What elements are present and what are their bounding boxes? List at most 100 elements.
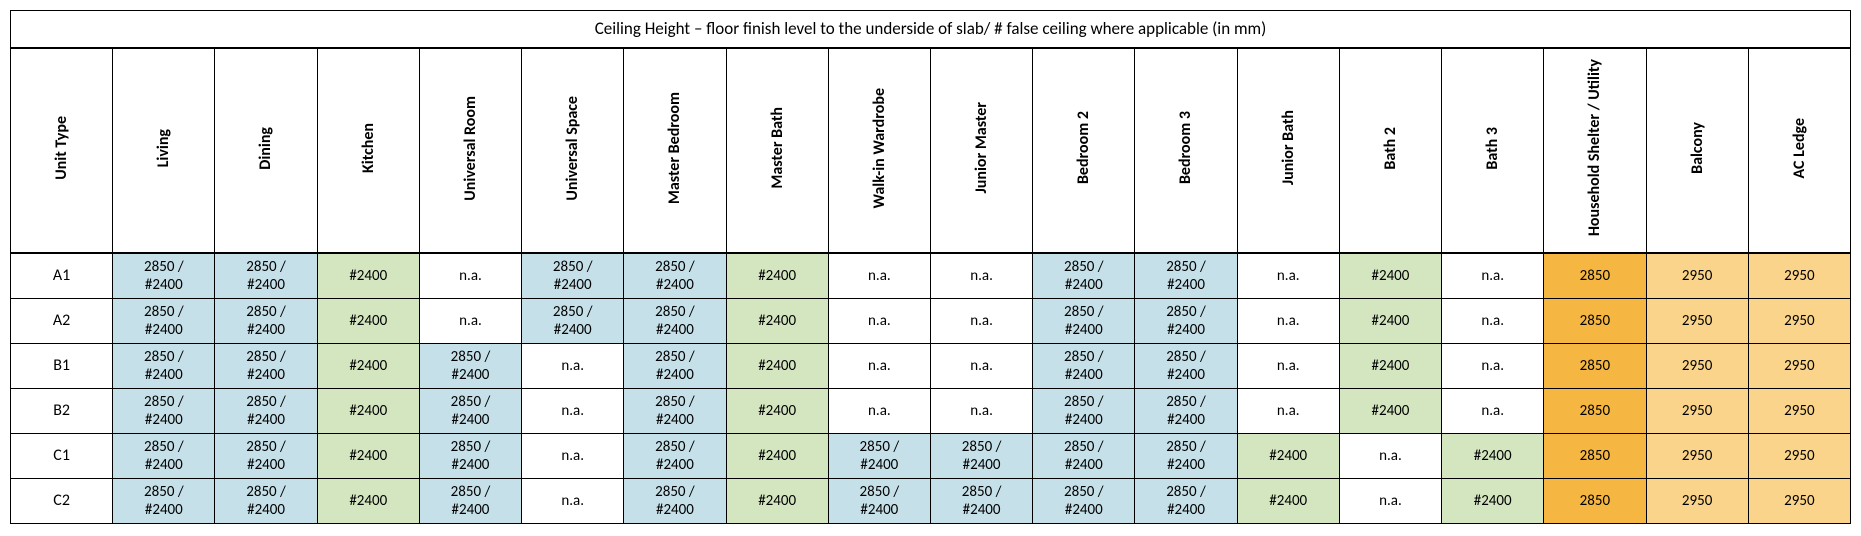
data-cell: 2850 /#2400 bbox=[215, 343, 317, 388]
data-cell: 2850 bbox=[1544, 298, 1646, 343]
column-header-label: Kitchen bbox=[359, 117, 378, 179]
column-header: Unit Type bbox=[11, 48, 113, 252]
data-cell: 2850 /#2400 bbox=[828, 433, 930, 478]
data-cell: 2850 /#2400 bbox=[113, 433, 215, 478]
data-cell: 2850 /#2400 bbox=[930, 433, 1032, 478]
data-cell: 2850 /#2400 bbox=[624, 478, 726, 523]
data-cell: 2850 /#2400 bbox=[1135, 343, 1237, 388]
data-cell: 2850 /#2400 bbox=[930, 478, 1032, 523]
data-cell: 2950 bbox=[1646, 478, 1748, 523]
data-cell: 2850 /#2400 bbox=[113, 253, 215, 299]
data-cell: #2400 bbox=[1339, 298, 1441, 343]
column-header-label: Living bbox=[154, 123, 173, 173]
data-cell: n.a. bbox=[828, 343, 930, 388]
column-header-label: Balcony bbox=[1688, 116, 1707, 180]
column-header: Junior Bath bbox=[1237, 48, 1339, 252]
data-cell: #2400 bbox=[1237, 433, 1339, 478]
data-cell: 2850 /#2400 bbox=[1135, 388, 1237, 433]
data-cell: 2950 bbox=[1748, 298, 1850, 343]
column-header: Kitchen bbox=[317, 48, 419, 252]
column-header: Household Shelter / Utility bbox=[1544, 48, 1646, 252]
data-cell: n.a. bbox=[828, 253, 930, 299]
table-row: B22850 /#24002850 /#2400#24002850 /#2400… bbox=[11, 388, 1851, 433]
data-cell: 2850 /#2400 bbox=[215, 433, 317, 478]
data-cell: #2400 bbox=[1442, 478, 1544, 523]
unit-type-cell: B2 bbox=[11, 388, 113, 433]
data-cell: 2850 /#2400 bbox=[1033, 343, 1135, 388]
data-cell: n.a. bbox=[1339, 478, 1441, 523]
column-header-label: Dining bbox=[256, 121, 275, 176]
data-cell: 2950 bbox=[1748, 433, 1850, 478]
column-header-label: Bath 2 bbox=[1381, 121, 1400, 176]
data-cell: 2850 /#2400 bbox=[1135, 253, 1237, 299]
column-header-label: Household Shelter / Utility bbox=[1585, 53, 1604, 242]
data-cell: #2400 bbox=[1339, 388, 1441, 433]
data-cell: 2850 bbox=[1544, 433, 1646, 478]
data-cell: 2850 /#2400 bbox=[419, 343, 521, 388]
data-cell: 2950 bbox=[1748, 253, 1850, 299]
data-cell: n.a. bbox=[419, 298, 521, 343]
column-header-label: Bedroom 2 bbox=[1074, 105, 1093, 190]
table-title: Ceiling Height – floor finish level to t… bbox=[11, 11, 1851, 49]
data-cell: n.a. bbox=[1339, 433, 1441, 478]
data-cell: 2950 bbox=[1646, 433, 1748, 478]
ceiling-height-table: Ceiling Height – floor finish level to t… bbox=[10, 10, 1851, 524]
unit-type-cell: B1 bbox=[11, 343, 113, 388]
column-header-label: Master Bath bbox=[768, 101, 787, 195]
data-cell: 2850 /#2400 bbox=[419, 388, 521, 433]
data-cell: #2400 bbox=[317, 388, 419, 433]
unit-type-cell: C1 bbox=[11, 433, 113, 478]
column-header: Universal Room bbox=[419, 48, 521, 252]
data-cell: #2400 bbox=[317, 343, 419, 388]
column-header-label: AC Ledge bbox=[1790, 112, 1809, 184]
table-row: A12850 /#24002850 /#2400#2400n.a.2850 /#… bbox=[11, 253, 1851, 299]
data-cell: #2400 bbox=[726, 478, 828, 523]
column-header: Living bbox=[113, 48, 215, 252]
data-cell: n.a. bbox=[1442, 253, 1544, 299]
data-cell: n.a. bbox=[828, 388, 930, 433]
column-header-label: Walk-in Wardrobe bbox=[870, 82, 889, 215]
column-header: Bath 2 bbox=[1339, 48, 1441, 252]
data-cell: 2850 /#2400 bbox=[215, 388, 317, 433]
data-cell: 2850 /#2400 bbox=[1033, 478, 1135, 523]
data-cell: 2850 /#2400 bbox=[522, 298, 624, 343]
column-header-label: Universal Space bbox=[563, 90, 582, 207]
data-cell: 2850 /#2400 bbox=[828, 478, 930, 523]
data-cell: 2850 /#2400 bbox=[215, 253, 317, 299]
data-cell: n.a. bbox=[522, 433, 624, 478]
data-cell: 2850 /#2400 bbox=[215, 478, 317, 523]
data-cell: #2400 bbox=[726, 343, 828, 388]
data-cell: 2950 bbox=[1646, 298, 1748, 343]
column-header: Junior Master bbox=[930, 48, 1032, 252]
data-cell: #2400 bbox=[317, 478, 419, 523]
unit-type-cell: A2 bbox=[11, 298, 113, 343]
data-cell: 2950 bbox=[1646, 253, 1748, 299]
data-cell: 2850 /#2400 bbox=[1033, 433, 1135, 478]
data-cell: #2400 bbox=[726, 388, 828, 433]
data-cell: n.a. bbox=[1237, 388, 1339, 433]
data-cell: #2400 bbox=[317, 433, 419, 478]
data-cell: n.a. bbox=[1442, 388, 1544, 433]
column-header-label: Universal Room bbox=[461, 90, 480, 207]
data-cell: #2400 bbox=[317, 253, 419, 299]
data-cell: 2850 /#2400 bbox=[419, 478, 521, 523]
column-header-label: Unit Type bbox=[52, 110, 71, 186]
data-cell: 2950 bbox=[1646, 388, 1748, 433]
data-cell: n.a. bbox=[930, 388, 1032, 433]
data-cell: #2400 bbox=[1442, 433, 1544, 478]
data-cell: 2950 bbox=[1748, 343, 1850, 388]
data-cell: n.a. bbox=[419, 253, 521, 299]
data-cell: 2850 bbox=[1544, 478, 1646, 523]
data-cell: n.a. bbox=[1442, 298, 1544, 343]
data-cell: #2400 bbox=[317, 298, 419, 343]
data-cell: #2400 bbox=[726, 253, 828, 299]
data-cell: 2950 bbox=[1748, 388, 1850, 433]
column-header: Universal Space bbox=[522, 48, 624, 252]
data-cell: n.a. bbox=[930, 253, 1032, 299]
data-cell: 2950 bbox=[1748, 478, 1850, 523]
data-cell: n.a. bbox=[1442, 343, 1544, 388]
data-cell: #2400 bbox=[1237, 478, 1339, 523]
column-header: Bath 3 bbox=[1442, 48, 1544, 252]
data-cell: 2850 /#2400 bbox=[113, 298, 215, 343]
data-cell: 2850 /#2400 bbox=[1033, 253, 1135, 299]
